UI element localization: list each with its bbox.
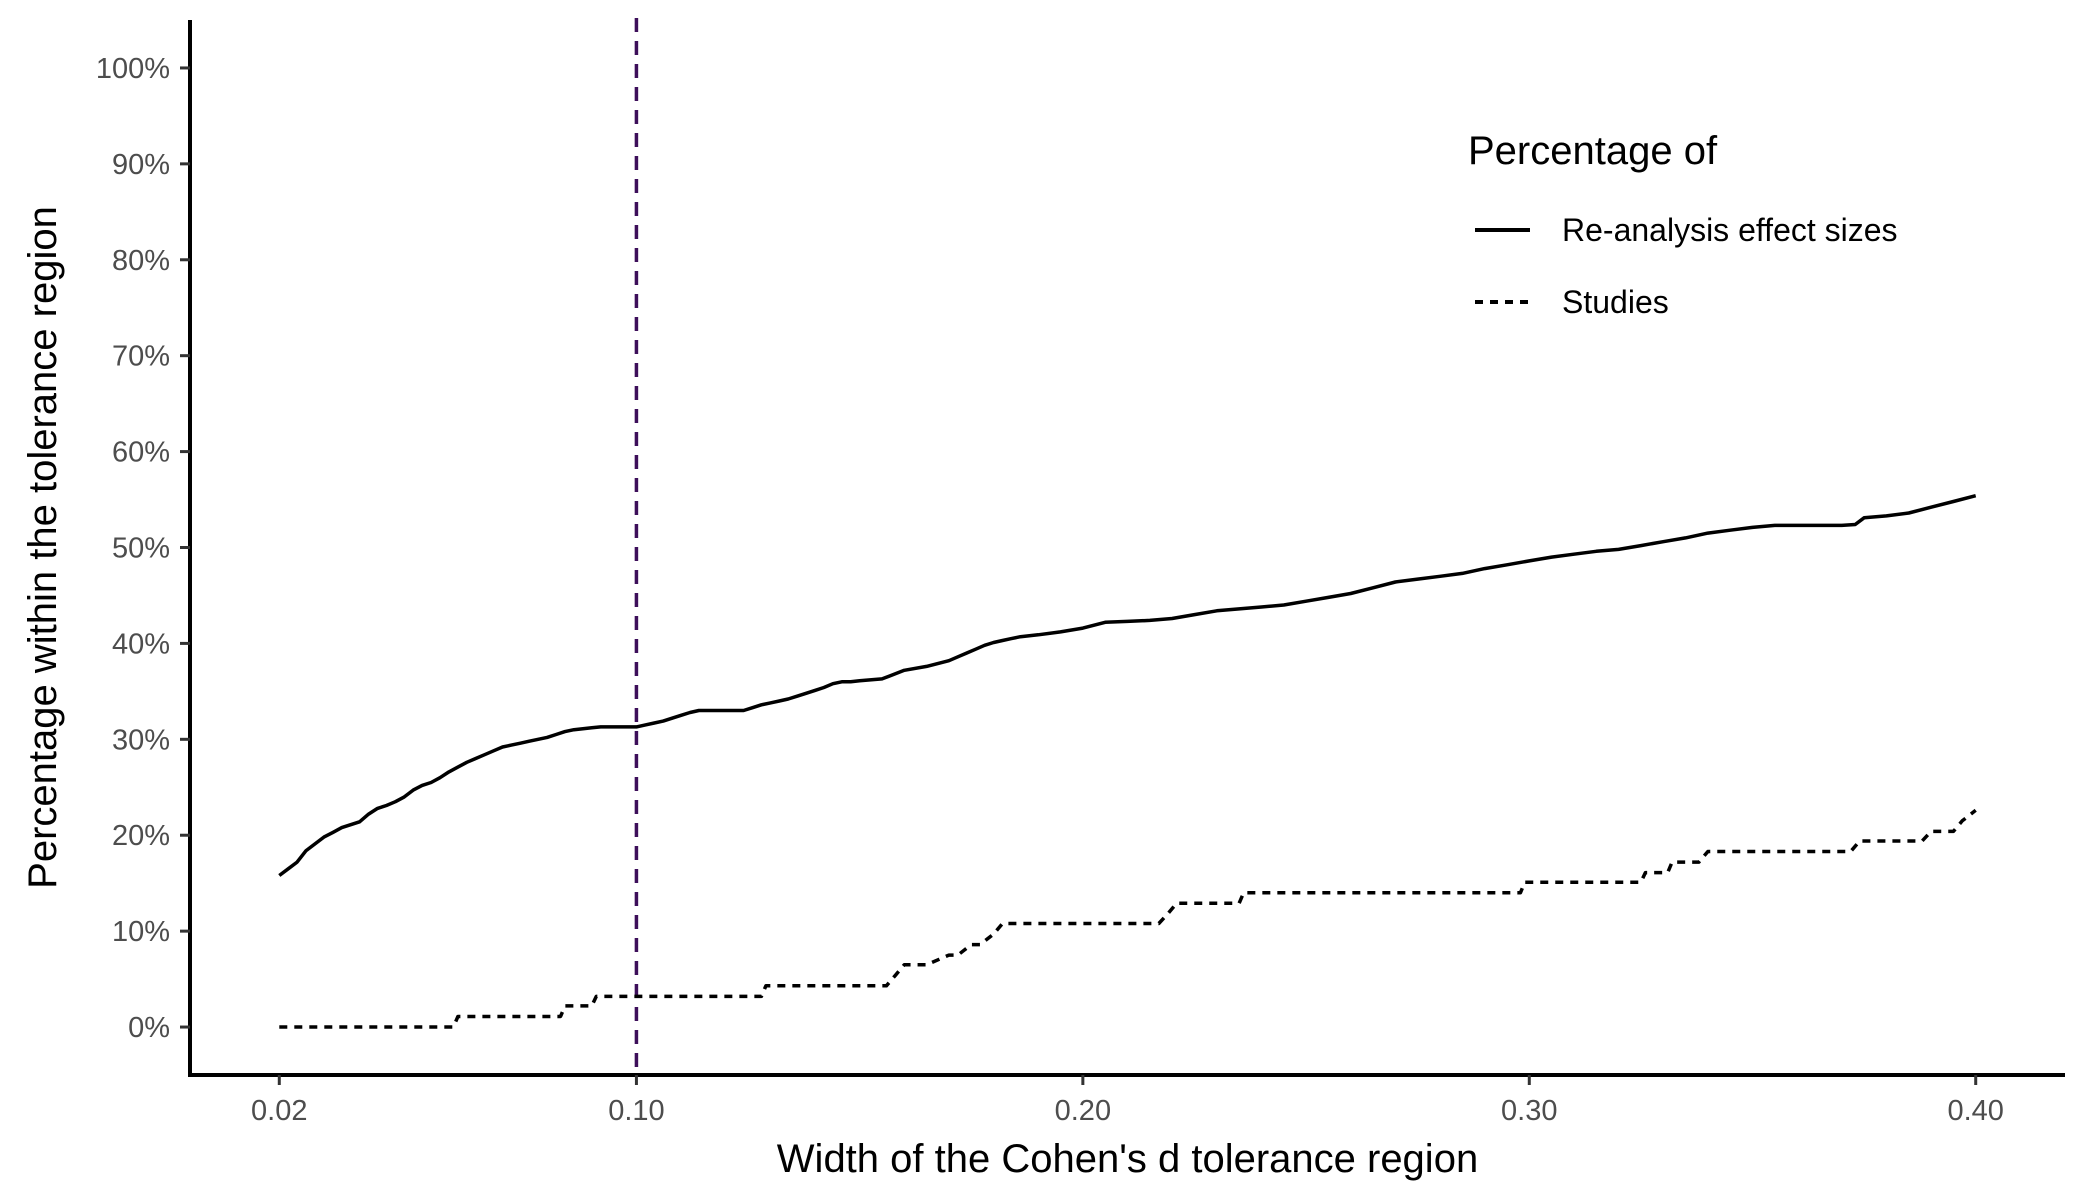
y-tick-label: 20% — [112, 820, 170, 852]
x-tick-label: 0.20 — [1055, 1095, 1111, 1127]
y-tick-label: 100% — [96, 53, 170, 85]
y-axis-title: Percentage within the tolerance region — [21, 206, 65, 889]
y-tick-label: 30% — [112, 724, 170, 756]
axes-layer — [188, 20, 2065, 1077]
x-tick-label: 0.10 — [608, 1095, 664, 1127]
legend-title: Percentage of — [1468, 129, 1718, 173]
y-tick-label: 0% — [128, 1012, 170, 1044]
ticks-layer: 0% 10% 20% 30% 40% 50% 60% 70% 80% 90% 100% 0.02 0.1… — [96, 53, 2004, 1127]
legend-label-studies: Studies — [1562, 284, 1669, 320]
series-layer — [278, 494, 1977, 1029]
y-tick-label: 60% — [112, 437, 170, 469]
y-tick-label: 90% — [112, 149, 170, 181]
y-tick-label: 80% — [112, 245, 170, 277]
y-tick-label: 50% — [112, 533, 170, 565]
series-line-studies — [279, 808, 1977, 1029]
y-tick-label: 40% — [112, 628, 170, 660]
x-tick-label: 0.30 — [1501, 1095, 1557, 1127]
x-axis-title: Width of the Cohen's d tolerance region — [777, 1137, 1478, 1181]
x-tick-label: 0.02 — [251, 1095, 307, 1127]
legend-label-re-analysis: Re-analysis effect sizes — [1562, 212, 1898, 248]
series-line-re-analysis — [278, 494, 1977, 877]
y-tick-label: 70% — [112, 341, 170, 373]
legend: Percentage of Re-analysis effect sizes S… — [1468, 129, 1898, 320]
y-tick-label: 10% — [112, 916, 170, 948]
x-tick-label: 0.40 — [1947, 1095, 2003, 1127]
